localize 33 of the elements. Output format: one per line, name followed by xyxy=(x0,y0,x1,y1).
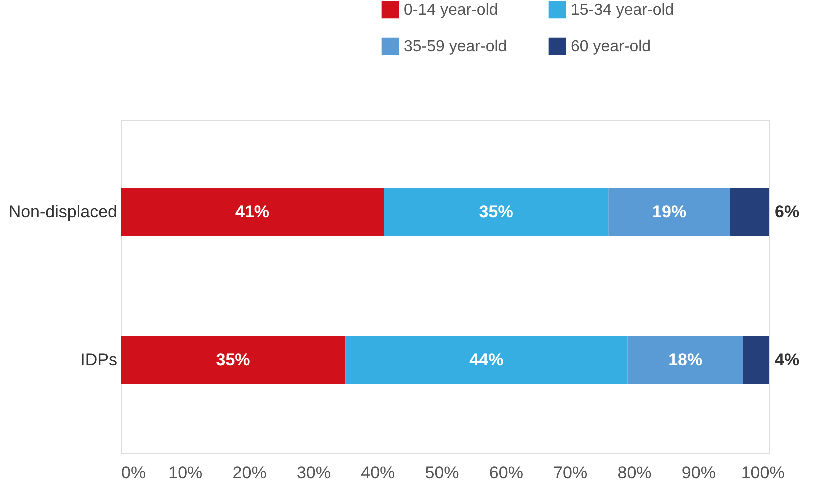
x-tick-label: 70% xyxy=(554,464,588,482)
bar xyxy=(730,188,769,236)
data-label: 41% xyxy=(236,202,270,222)
legend-label: 35-59 year-old xyxy=(404,38,508,56)
legend-label: 15-34 year-old xyxy=(571,2,674,19)
data-label: 19% xyxy=(652,202,687,222)
bar xyxy=(608,188,731,236)
data-label: 18% xyxy=(668,350,703,370)
data-label: 44% xyxy=(470,350,504,370)
bar xyxy=(121,336,346,384)
bar xyxy=(743,336,769,384)
bar xyxy=(121,188,384,236)
y-tick-label: Non-displaced xyxy=(8,202,118,222)
x-tick-label: 60% xyxy=(489,464,524,482)
bar xyxy=(346,336,628,384)
data-label: 35% xyxy=(216,350,250,370)
data-label: 35% xyxy=(479,202,514,222)
x-tick-label: 40% xyxy=(361,464,396,482)
x-tick-label: 10% xyxy=(168,464,203,482)
y-tick-label: IDPs xyxy=(80,350,118,370)
bar xyxy=(384,188,609,236)
x-tick-label: 90% xyxy=(682,464,716,482)
x-tick-label: 0% xyxy=(122,464,146,482)
legend-label: 60 year-old xyxy=(571,38,652,56)
bar xyxy=(628,336,744,384)
x-tick-label: 80% xyxy=(618,464,652,482)
x-tick-label: 50% xyxy=(425,464,460,482)
data-label: 4% xyxy=(775,350,800,370)
x-tick-label: 20% xyxy=(232,464,267,482)
data-label: 6% xyxy=(775,202,800,222)
x-tick-label: 100% xyxy=(741,464,785,482)
legend-label: 0-14 year-old xyxy=(404,2,498,19)
x-tick-label: 30% xyxy=(296,464,331,482)
